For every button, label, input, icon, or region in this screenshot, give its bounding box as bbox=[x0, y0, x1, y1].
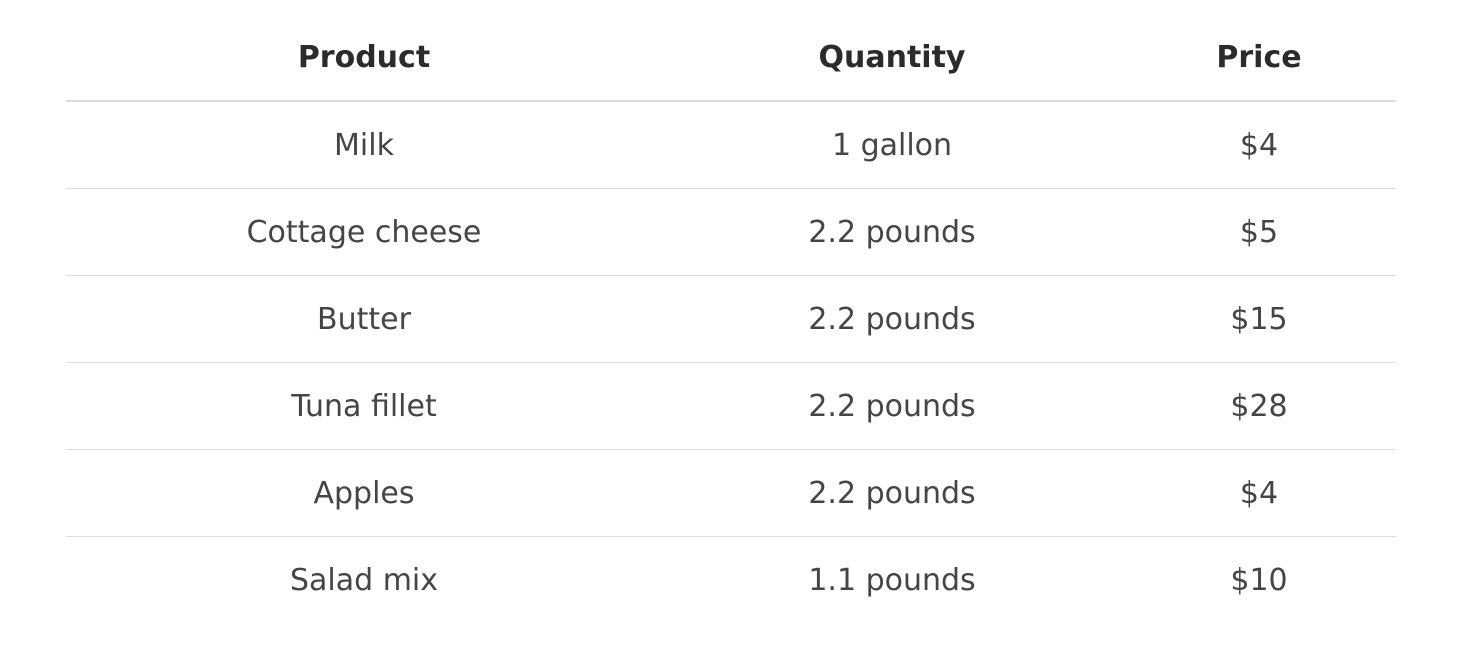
product-cell: Salad mix bbox=[289, 562, 439, 598]
quantity-cell: 2.2 pounds bbox=[662, 449, 1122, 537]
product-cell: Tuna fillet bbox=[66, 362, 662, 450]
table-row: Milk 1 gallon $4 bbox=[66, 101, 1396, 189]
quantity-cell: 2.2 pounds bbox=[662, 362, 1122, 450]
price-cell: $10 bbox=[1230, 562, 1288, 598]
header-product: Product bbox=[66, 14, 662, 102]
product-cell: Milk bbox=[66, 101, 662, 189]
product-table: Product Quantity Price Milk 1 gallon $4 Cot… bbox=[66, 14, 1396, 623]
price-cell: $4 bbox=[1122, 101, 1396, 189]
product-cell: Cottage cheese bbox=[66, 188, 662, 276]
table-row: Apples 2.2 pounds $4 bbox=[66, 449, 1396, 537]
table-row: Salad mix 1.1 pounds $10 bbox=[66, 537, 1396, 624]
table-row: Butter 2.2 pounds $15 bbox=[66, 275, 1396, 363]
header-row: Product Quantity Price bbox=[66, 14, 1396, 102]
quantity-cell: 1 gallon bbox=[662, 101, 1122, 189]
quantity-cell: 2.2 pounds bbox=[662, 275, 1122, 363]
header-price: Price bbox=[1122, 14, 1396, 102]
quantity-cell: 1.1 pounds bbox=[808, 562, 976, 598]
table-body: Milk 1 gallon $4 Cottage cheese 2.2 pounds $5… bbox=[66, 101, 1396, 623]
product-cell: Butter bbox=[66, 275, 662, 363]
table-header: Product Quantity Price bbox=[66, 14, 1396, 102]
price-cell: $15 bbox=[1122, 275, 1396, 363]
table-row: Tuna fillet 2.2 pounds $28 bbox=[66, 362, 1396, 450]
price-cell: $4 bbox=[1122, 449, 1396, 537]
price-cell: $28 bbox=[1122, 362, 1396, 450]
price-cell: $5 bbox=[1122, 188, 1396, 276]
table-row: Cottage cheese 2.2 pounds $5 bbox=[66, 188, 1396, 276]
quantity-cell: 2.2 pounds bbox=[662, 188, 1122, 276]
product-cell: Apples bbox=[66, 449, 662, 537]
header-quantity: Quantity bbox=[662, 14, 1122, 102]
